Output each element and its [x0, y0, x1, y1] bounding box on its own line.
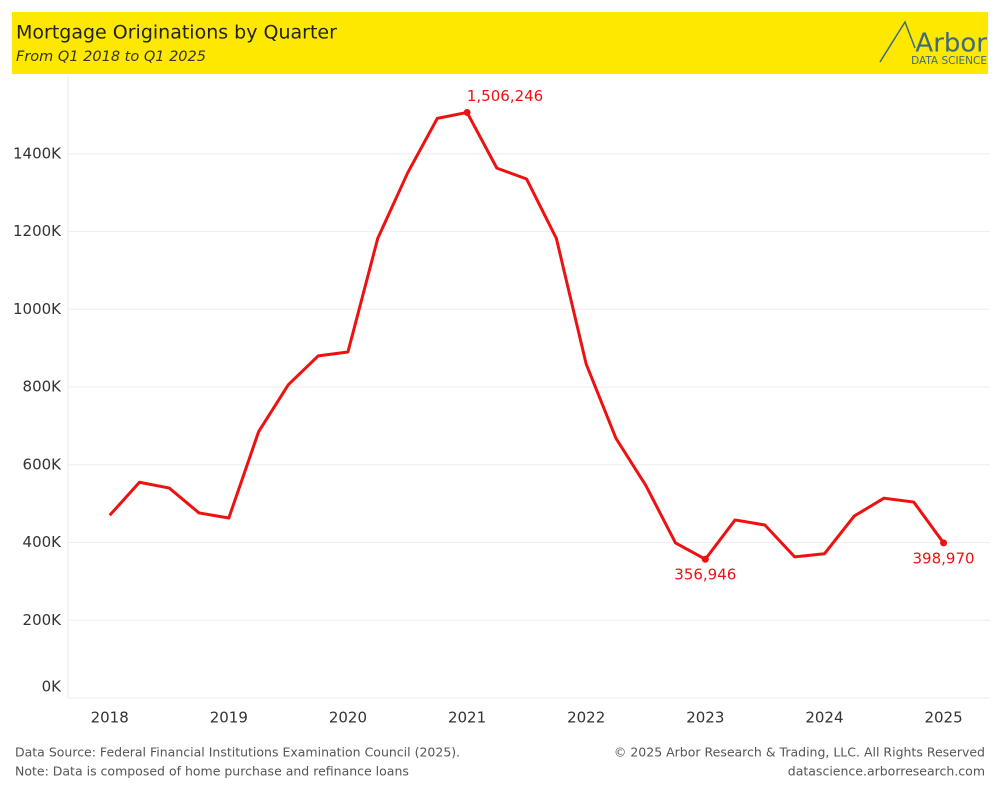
- data-label: 398,970: [913, 549, 975, 567]
- x-tick-label: 2021: [448, 709, 486, 727]
- note: Note: Data is composed of home purchase …: [15, 764, 409, 779]
- x-tick-label: 2020: [329, 709, 367, 727]
- y-tick-label: 1000K: [13, 300, 62, 318]
- x-tick-label: 2025: [924, 709, 962, 727]
- data-label: 356,946: [674, 566, 736, 584]
- y-tick-label: 200K: [23, 611, 63, 629]
- y-tick-label: 400K: [23, 533, 63, 551]
- x-tick-label: 2019: [210, 709, 248, 727]
- point-marker: [940, 539, 948, 547]
- y-tick-label: 600K: [23, 455, 63, 473]
- line: [108, 110, 945, 561]
- point-marker: [701, 555, 709, 563]
- y-tick-label: 800K: [23, 378, 63, 396]
- logo-mark: [879, 20, 916, 63]
- x-tick-label: 2018: [91, 709, 129, 727]
- y-tick-label: 1200K: [13, 222, 62, 240]
- copyright: © 2025 Arbor Research & Trading, LLC. Al…: [614, 745, 985, 760]
- y-tick-label: 1400K: [13, 144, 62, 162]
- logo-name: Arbor: [915, 29, 987, 59]
- chart-subtitle: From Q1 2018 to Q1 2025: [16, 49, 206, 65]
- logo-tagline: DATA SCIENCE: [911, 55, 987, 67]
- source: Data Source: Federal Financial Instituti…: [15, 745, 460, 760]
- x-tick-label: 2023: [686, 709, 724, 727]
- x-tick-label: 2022: [567, 709, 605, 727]
- y-tick-label: 0K: [42, 678, 63, 696]
- x-tick-label: 2024: [805, 709, 843, 727]
- header-band: [12, 12, 988, 74]
- data-label: 1,506,246: [467, 87, 543, 105]
- chart-title: Mortgage Originations by Quarter: [16, 22, 337, 44]
- website: datascience.arborresearch.com: [788, 764, 985, 779]
- point-marker: [463, 108, 471, 116]
